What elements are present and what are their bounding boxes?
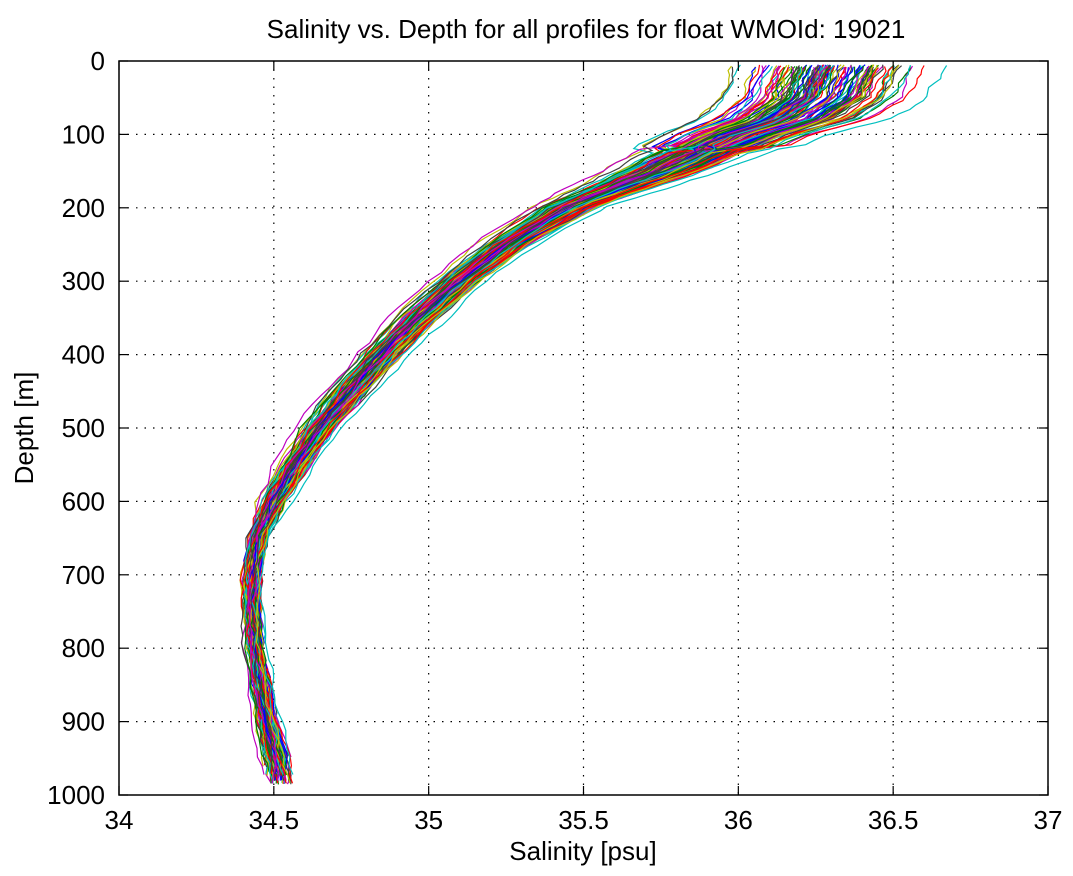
y-tick-label: 0 <box>91 46 105 76</box>
x-tick-label: 35 <box>414 805 443 835</box>
x-tick-label: 35.5 <box>558 805 609 835</box>
profile-line <box>258 65 948 775</box>
profile-line <box>250 65 865 776</box>
profile-line <box>254 66 847 772</box>
profile-line <box>247 65 800 766</box>
y-tick-label: 300 <box>62 266 105 296</box>
profile-line <box>253 65 895 784</box>
chart-title: Salinity vs. Depth for all profiles for … <box>267 14 906 44</box>
y-axis-label: Depth [m] <box>9 372 39 485</box>
profile-line <box>249 66 870 781</box>
profile-line <box>251 66 872 776</box>
y-tick-label: 100 <box>62 119 105 149</box>
y-tick-label: 400 <box>62 340 105 370</box>
x-tick-label: 36 <box>724 805 753 835</box>
profile-line <box>254 65 864 775</box>
profile-line <box>252 64 900 775</box>
y-tick-label: 1000 <box>47 780 105 810</box>
profile-line <box>258 65 902 775</box>
y-tick-label: 500 <box>62 413 105 443</box>
profile-lines <box>239 64 948 785</box>
y-axis-ticks: 0 100 200 300 400 500 600 700 800 900 1000 <box>47 46 1048 810</box>
x-tick-label: 37 <box>1034 805 1063 835</box>
profile-line <box>251 66 856 776</box>
profile-line <box>250 67 819 772</box>
profile-line <box>240 65 767 775</box>
profile-line <box>253 64 895 783</box>
x-tick-label: 36.5 <box>868 805 919 835</box>
profile-line <box>256 67 849 781</box>
x-axis-label: Salinity [psu] <box>509 836 656 866</box>
profile-line <box>252 65 872 784</box>
profile-line <box>250 64 875 774</box>
profile-line <box>251 64 884 774</box>
profile-line <box>255 65 914 785</box>
profile-line <box>254 64 878 766</box>
profile-line <box>255 64 866 774</box>
profile-line <box>253 67 879 764</box>
profile-line <box>254 64 829 783</box>
profile-line <box>247 65 828 784</box>
y-tick-label: 600 <box>62 486 105 516</box>
profile-line <box>252 67 854 782</box>
profile-line <box>256 65 925 784</box>
y-tick-label: 900 <box>62 707 105 737</box>
profile-line <box>254 65 895 766</box>
x-tick-label: 34 <box>105 805 134 835</box>
profile-line <box>255 64 900 784</box>
profile-line <box>250 64 874 775</box>
y-tick-label: 800 <box>62 633 105 663</box>
profile-line <box>251 65 911 775</box>
profile-line <box>248 67 816 781</box>
y-tick-label: 700 <box>62 560 105 590</box>
y-tick-label: 200 <box>62 193 105 223</box>
profile-line <box>251 66 875 781</box>
profile-line <box>255 66 893 776</box>
grid-lines <box>119 61 1048 795</box>
profile-line <box>240 66 734 768</box>
profile-line <box>253 67 874 782</box>
x-tick-label: 34.5 <box>249 805 300 835</box>
profile-line <box>255 65 874 785</box>
x-axis-ticks: 34 34.5 35 35.5 36 36.5 37 <box>105 61 1063 835</box>
profile-line <box>251 64 842 783</box>
profile-line <box>258 65 884 758</box>
